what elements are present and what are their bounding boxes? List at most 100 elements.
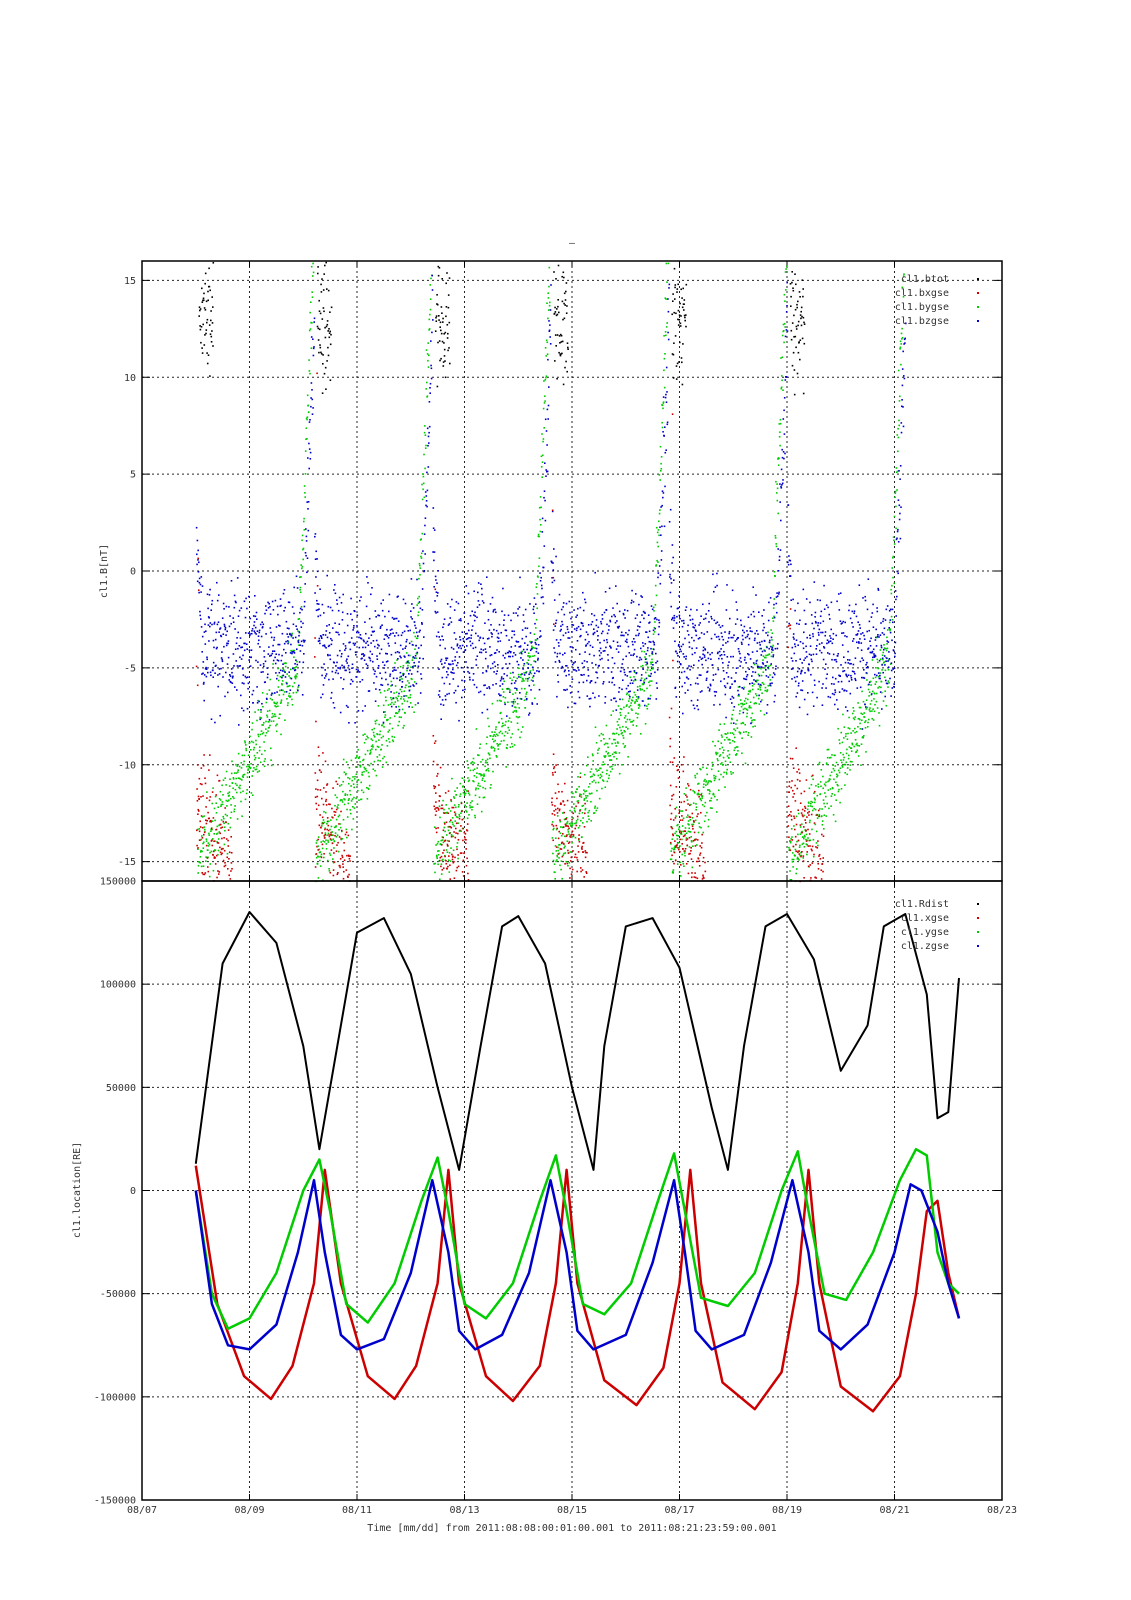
field-point bbox=[293, 652, 296, 654]
field-point bbox=[400, 698, 402, 700]
field-point bbox=[219, 832, 221, 835]
field-point bbox=[497, 734, 499, 737]
field-point bbox=[477, 591, 479, 594]
field-point bbox=[454, 659, 456, 662]
field-point bbox=[461, 631, 464, 633]
field-point bbox=[714, 775, 717, 778]
field-point bbox=[436, 595, 439, 597]
field-point bbox=[245, 632, 247, 634]
field-point bbox=[308, 359, 310, 361]
field-point bbox=[517, 641, 520, 643]
field-point bbox=[747, 698, 749, 701]
field-point bbox=[571, 822, 574, 825]
field-point bbox=[571, 833, 573, 836]
field-point bbox=[712, 679, 714, 681]
field-point bbox=[695, 806, 698, 808]
field-point bbox=[638, 703, 641, 706]
field-point bbox=[459, 829, 461, 832]
field-point bbox=[311, 291, 313, 293]
field-point bbox=[398, 720, 400, 723]
field-point bbox=[688, 824, 690, 826]
field-point bbox=[417, 665, 420, 668]
field-point bbox=[567, 849, 569, 852]
field-point bbox=[362, 758, 365, 761]
field-point bbox=[441, 676, 444, 679]
field-point bbox=[753, 639, 756, 642]
field-point bbox=[444, 792, 447, 794]
field-point bbox=[423, 496, 426, 499]
field-point bbox=[315, 853, 318, 855]
field-point bbox=[609, 620, 612, 623]
field-point bbox=[473, 683, 476, 686]
field-point bbox=[483, 796, 486, 799]
field-point bbox=[598, 747, 600, 750]
field-point bbox=[439, 795, 441, 798]
field-point bbox=[358, 799, 360, 801]
field-point bbox=[754, 632, 756, 635]
field-point bbox=[232, 617, 234, 619]
field-point bbox=[317, 746, 320, 748]
field-point bbox=[535, 618, 538, 621]
field-point bbox=[697, 813, 699, 815]
field-point bbox=[365, 770, 368, 772]
field-point bbox=[353, 786, 355, 789]
field-point bbox=[462, 689, 464, 692]
field-point bbox=[486, 638, 489, 640]
field-point bbox=[203, 307, 206, 309]
field-point bbox=[342, 780, 344, 783]
field-point bbox=[445, 315, 447, 318]
field-point bbox=[777, 458, 779, 460]
field-point bbox=[278, 643, 281, 646]
field-point bbox=[678, 848, 680, 851]
field-point bbox=[492, 610, 495, 613]
field-point bbox=[739, 665, 741, 667]
field-point bbox=[339, 866, 341, 869]
field-point bbox=[444, 695, 447, 697]
field-point bbox=[320, 696, 322, 699]
field-point bbox=[458, 817, 461, 820]
field-point bbox=[426, 381, 428, 384]
field-point bbox=[717, 770, 720, 772]
field-point bbox=[223, 849, 226, 852]
field-point bbox=[387, 637, 390, 639]
field-point bbox=[408, 685, 410, 688]
field-point bbox=[422, 473, 424, 475]
field-point bbox=[670, 605, 672, 608]
field-point bbox=[390, 680, 393, 683]
field-point bbox=[768, 653, 771, 655]
field-point bbox=[688, 853, 690, 855]
field-point bbox=[680, 663, 682, 666]
field-point bbox=[701, 833, 703, 836]
field-point bbox=[754, 693, 757, 695]
field-point bbox=[551, 581, 554, 584]
field-point bbox=[748, 690, 750, 693]
field-point bbox=[205, 819, 207, 821]
field-point bbox=[353, 807, 356, 809]
field-point bbox=[261, 724, 263, 726]
field-point bbox=[255, 743, 257, 746]
field-point bbox=[254, 626, 257, 629]
field-point bbox=[616, 626, 619, 628]
field-point bbox=[202, 323, 204, 326]
field-point bbox=[691, 647, 693, 650]
field-point bbox=[602, 630, 604, 633]
field-point bbox=[537, 576, 539, 578]
field-point bbox=[425, 500, 428, 502]
field-point bbox=[583, 798, 586, 800]
field-point bbox=[617, 705, 620, 707]
field-point bbox=[689, 816, 692, 818]
field-point bbox=[259, 761, 262, 764]
field-point bbox=[701, 797, 703, 799]
field-point bbox=[553, 766, 556, 768]
field-point bbox=[660, 506, 662, 508]
field-point bbox=[244, 798, 247, 801]
field-point bbox=[642, 683, 645, 685]
field-point bbox=[392, 677, 395, 680]
field-point bbox=[208, 843, 211, 846]
field-point bbox=[426, 471, 428, 474]
field-point bbox=[684, 682, 686, 684]
field-point bbox=[203, 631, 206, 633]
field-point bbox=[649, 621, 651, 624]
field-point bbox=[241, 707, 243, 709]
field-point bbox=[333, 810, 335, 813]
